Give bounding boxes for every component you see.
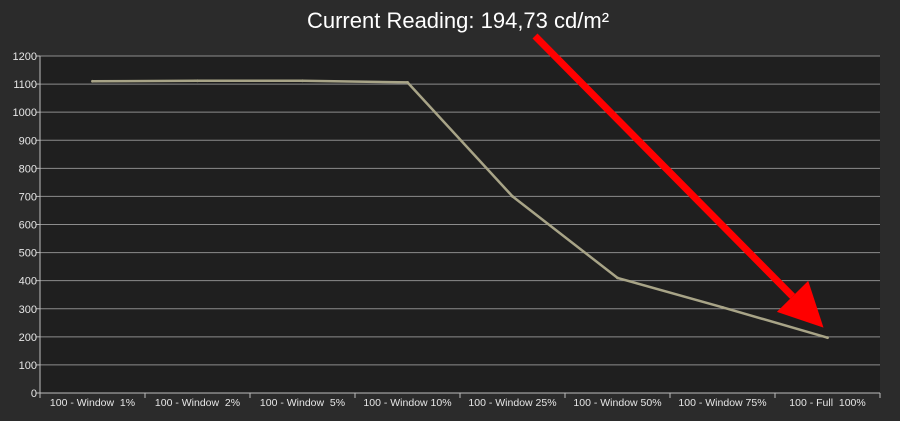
y-tick-label: 600 — [19, 220, 37, 232]
annotation-arrow-shaft — [532, 33, 796, 299]
data-point — [826, 336, 829, 340]
y-tick-label: 400 — [19, 276, 37, 288]
y-tick-label: 800 — [19, 163, 37, 175]
y-tick-label: 200 — [19, 332, 37, 344]
x-tick-label: 100 - Window 75% — [678, 397, 766, 409]
x-tick-label: 100 - Full 100% — [789, 397, 865, 409]
series-line-0 — [91, 79, 829, 339]
plot-area: 0 100 200 300 400 500 600 700 800 900 1000 1100 1200… — [13, 33, 881, 409]
y-tick-label: 0 — [31, 388, 37, 400]
x-tick-label: 100 - Window 1% — [50, 397, 135, 409]
y-tick-label: 900 — [19, 135, 37, 147]
y-tick-label: 1100 — [13, 79, 37, 91]
y-tick-label: 500 — [19, 248, 37, 260]
annotation-arrow-head — [776, 280, 824, 328]
data-point — [91, 79, 94, 83]
y-tick-label: 300 — [19, 304, 37, 316]
x-tick-label: 100 - Window 50% — [573, 397, 661, 409]
x-tick-label: 100 - Window 25% — [468, 397, 556, 409]
x-tick-label: 100 - Window 10% — [363, 397, 451, 409]
y-tick-label: 1000 — [13, 107, 37, 119]
data-point — [406, 80, 409, 84]
data-point — [511, 195, 514, 198]
y-tick-label: 100 — [19, 360, 37, 372]
data-point — [721, 305, 724, 309]
data-point — [301, 79, 304, 83]
x-tick-label: 100 - Window 2% — [155, 397, 240, 409]
y-tick-label: 700 — [19, 191, 37, 203]
y-tick-label: 1200 — [13, 51, 37, 63]
data-point — [616, 276, 619, 280]
chart-title: Current Reading: 194,73 cd/m² — [307, 8, 609, 33]
x-tick-label: 100 - Window 5% — [260, 397, 345, 409]
data-point — [196, 79, 199, 83]
